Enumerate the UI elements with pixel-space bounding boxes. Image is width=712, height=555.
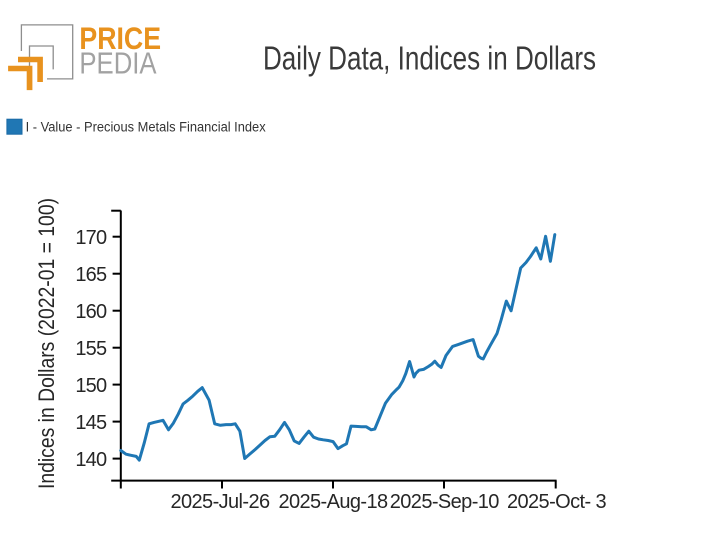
svg-text:170: 170	[75, 227, 107, 249]
svg-text:2025-Jul-26: 2025-Jul-26	[170, 491, 270, 513]
svg-text:PEDIA: PEDIA	[79, 46, 156, 81]
svg-text:Indices in Dollars (2022-01 =: Indices in Dollars (2022-01 = 100)	[35, 198, 59, 489]
svg-text:140: 140	[75, 449, 107, 471]
svg-text:I - Value - Precious Metals Fi: I - Value - Precious Metals Financial In…	[26, 119, 266, 135]
svg-text:2025-Oct- 3: 2025-Oct- 3	[507, 491, 606, 513]
svg-text:155: 155	[75, 338, 107, 360]
svg-text:165: 165	[75, 264, 107, 286]
svg-text:Daily Data, Indices in Dollars: Daily Data, Indices in Dollars	[263, 41, 596, 78]
svg-text:PRICE: PRICE	[79, 21, 161, 57]
svg-text:2025-Aug-18: 2025-Aug-18	[278, 491, 388, 513]
svg-text:150: 150	[75, 375, 107, 397]
svg-text:2025-Sep-10: 2025-Sep-10	[390, 491, 500, 513]
svg-text:160: 160	[75, 301, 107, 323]
svg-text:145: 145	[75, 412, 107, 434]
